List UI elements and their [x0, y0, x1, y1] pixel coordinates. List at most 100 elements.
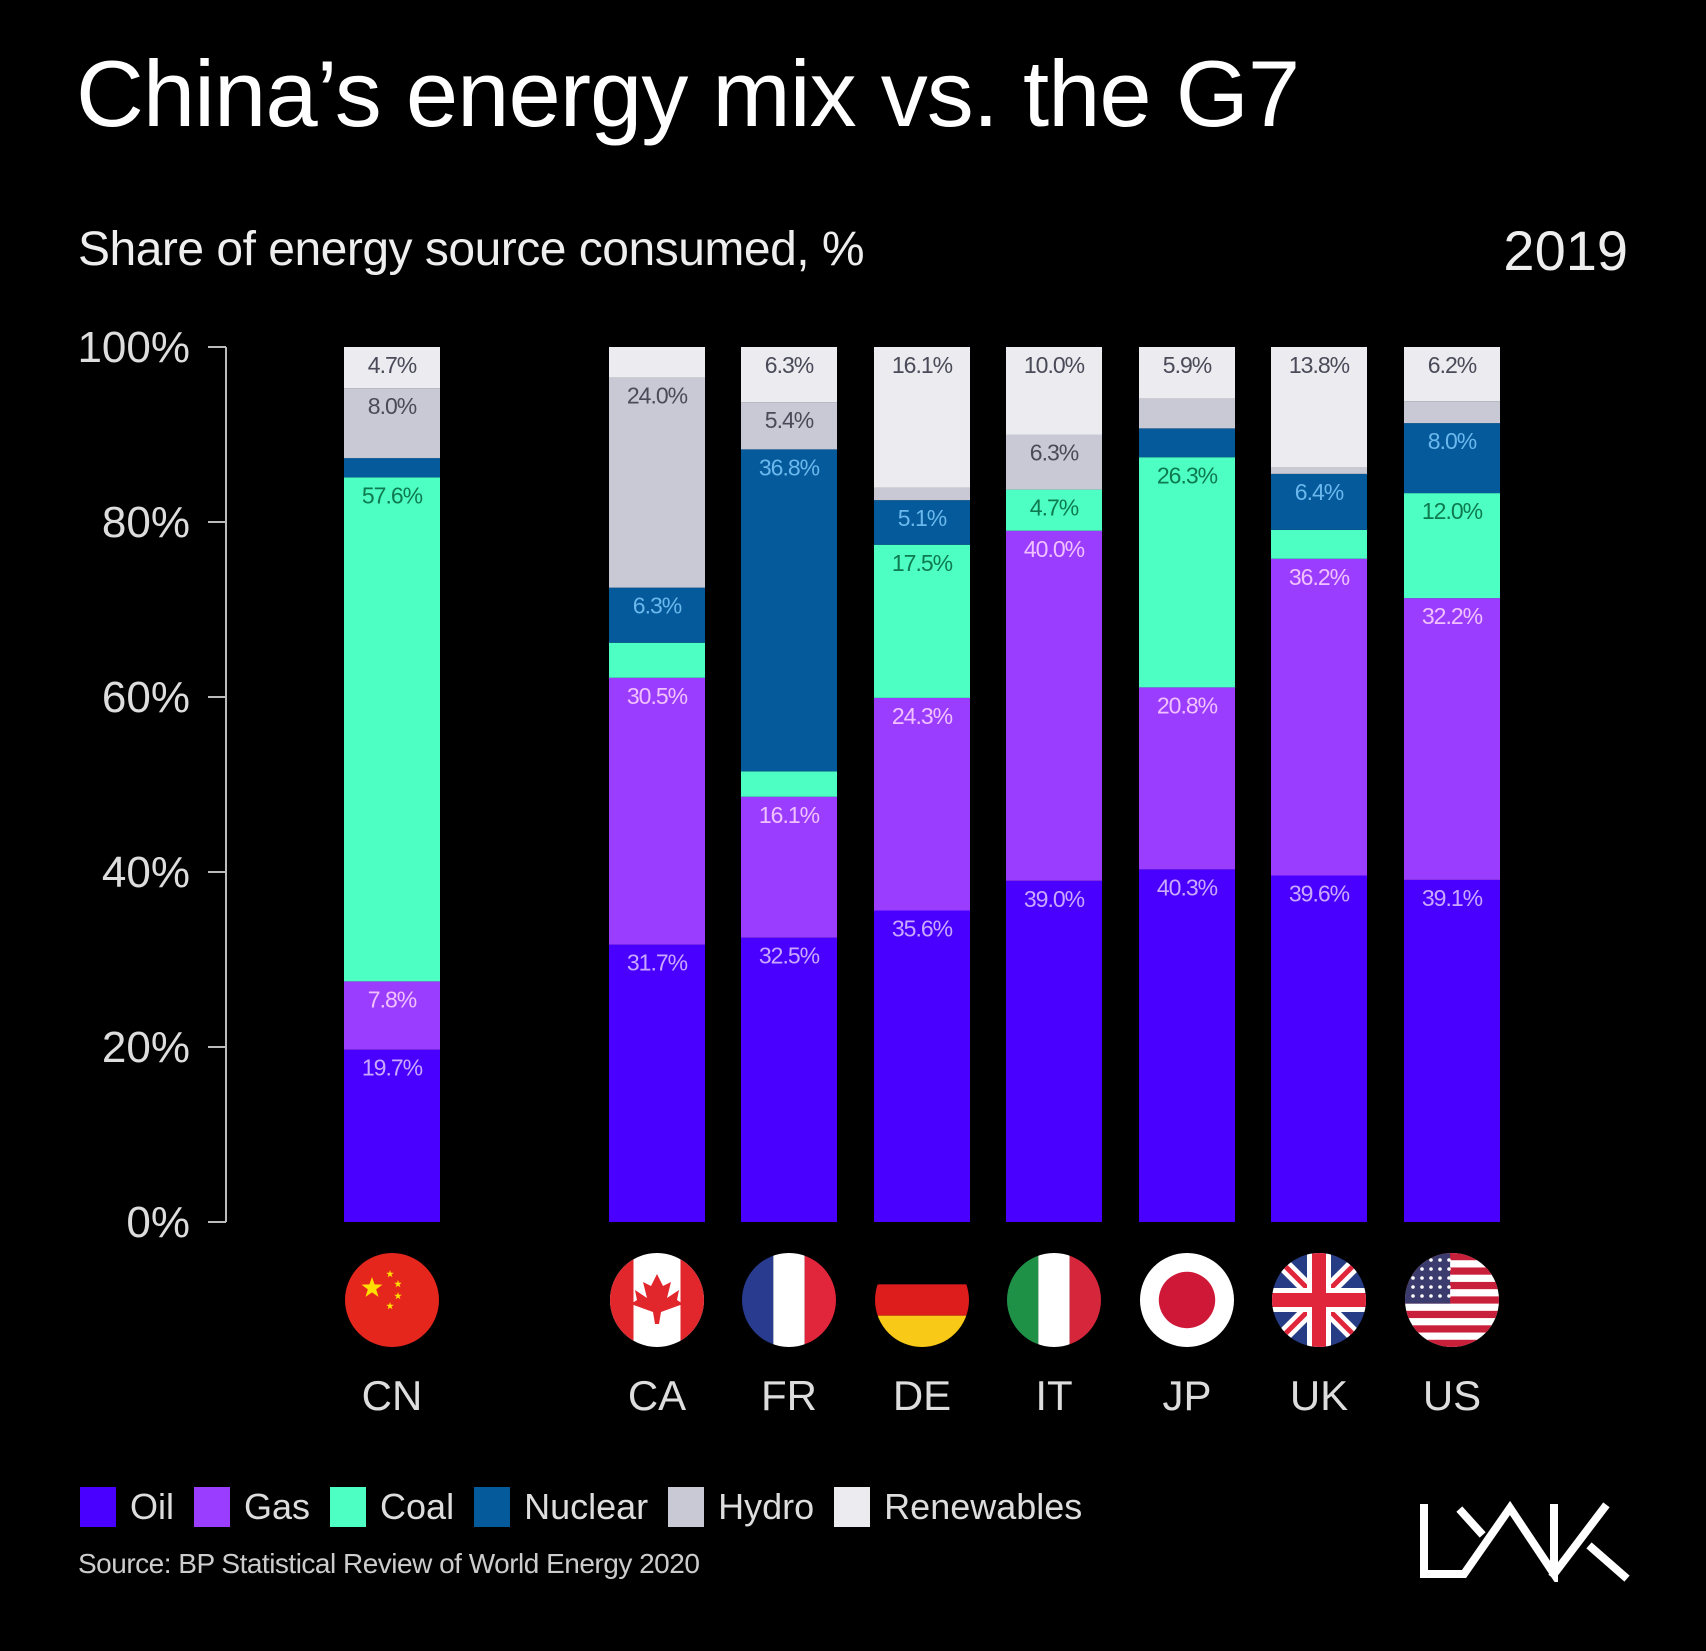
data-label: 13.8%	[1289, 352, 1350, 378]
data-label: 32.2%	[1422, 603, 1483, 629]
chart-title: China’s energy mix vs. the G7	[76, 41, 1300, 146]
legend-label: Coal	[380, 1486, 455, 1527]
y-tick-label: 20%	[102, 1023, 190, 1072]
bar-segment-hydro-fr	[741, 402, 837, 450]
bar-segment-renewables-fr	[741, 347, 837, 403]
bar-segment-hydro-jp	[1139, 398, 1235, 429]
bar-segment-renewables-de	[874, 347, 970, 488]
bar-segment-coal-uk	[1271, 529, 1367, 559]
data-label: 31.7%	[627, 950, 688, 976]
data-label: 7.8%	[368, 986, 417, 1012]
legend: Oil Gas Coal Nuclear Hydro Renewables	[80, 1486, 1102, 1528]
legend-item-gas: Gas	[194, 1486, 310, 1528]
data-label: 6.3%	[633, 593, 682, 619]
data-label: 6.4%	[1295, 479, 1344, 505]
bar-segment-coal-fr	[741, 771, 837, 797]
bar-segment-renewables-us	[1404, 347, 1500, 402]
bar-segment-oil-fr	[741, 937, 837, 1222]
data-label: 4.7%	[368, 352, 417, 378]
x-tick-label: IT	[1035, 1372, 1072, 1419]
bar-segment-nuclear-de	[874, 500, 970, 545]
bar-segment-gas-jp	[1139, 687, 1235, 870]
bar-segment-gas-uk	[1271, 558, 1367, 876]
y-tick-label: 40%	[102, 848, 190, 897]
source-note: Source: BP Statistical Review of World E…	[78, 1548, 700, 1579]
data-label: 36.8%	[759, 454, 820, 480]
bar-segment-gas-de	[874, 697, 970, 911]
bar-segment-renewables-ca	[609, 347, 705, 378]
bar-segment-coal-it	[1006, 489, 1102, 531]
legend-item-nuclear: Nuclear	[474, 1486, 648, 1528]
data-label: 19.7%	[362, 1055, 423, 1081]
data-label: 4.7%	[1030, 495, 1079, 521]
bar-segment-gas-cn	[344, 981, 440, 1050]
legend-label: Hydro	[718, 1486, 815, 1527]
x-tick-label: US	[1423, 1372, 1481, 1419]
data-label: 32.5%	[759, 943, 820, 969]
x-tick-label: FR	[761, 1372, 817, 1419]
bar-segment-hydro-us	[1404, 401, 1500, 424]
legend-label: Renewables	[884, 1486, 1083, 1527]
data-label: 16.1%	[892, 352, 953, 378]
legend-label: Gas	[244, 1486, 311, 1527]
bar-segment-renewables-cn	[344, 347, 440, 389]
uk-flag-icon	[1272, 1253, 1366, 1347]
data-label: 6.3%	[1030, 440, 1079, 466]
japan-flag-icon	[1140, 1253, 1234, 1347]
france-flag-icon	[742, 1253, 836, 1347]
bar-segment-oil-ca	[609, 944, 705, 1222]
data-label: 39.1%	[1422, 885, 1483, 911]
bar-segment-oil-cn	[344, 1049, 440, 1222]
bar-segment-renewables-it	[1006, 347, 1102, 435]
bar-segment-coal-ca	[609, 642, 705, 678]
data-label: 40.0%	[1024, 536, 1085, 562]
legend-label: Oil	[130, 1486, 174, 1527]
y-tick-label: 100%	[77, 323, 190, 372]
bar-segment-hydro-uk	[1271, 467, 1367, 474]
bar-segment-gas-ca	[609, 677, 705, 945]
bar-segment-hydro-cn	[344, 388, 440, 459]
bar-segment-nuclear-fr	[741, 449, 837, 772]
data-label: 39.6%	[1289, 881, 1350, 907]
bar-segment-renewables-jp	[1139, 347, 1235, 399]
data-label: 24.0%	[627, 383, 688, 409]
bar-segment-oil-jp	[1139, 869, 1235, 1222]
bar-segment-nuclear-us	[1404, 423, 1500, 494]
y-tick-label: 80%	[102, 498, 190, 547]
y-tick-label: 0%	[126, 1198, 190, 1247]
legend-swatch-coal	[330, 1487, 367, 1527]
data-label: 26.3%	[1157, 462, 1218, 488]
data-label: 39.0%	[1024, 886, 1085, 912]
bar-segment-nuclear-ca	[609, 587, 705, 643]
legend-item-hydro: Hydro	[668, 1486, 814, 1528]
data-label: 57.6%	[362, 482, 423, 508]
y-tick-label: 60%	[102, 673, 190, 722]
legend-swatch-renewables	[834, 1487, 871, 1527]
x-tick-label: JP	[1162, 1372, 1211, 1419]
legend-swatch-nuclear	[474, 1487, 511, 1527]
data-label: 36.2%	[1289, 564, 1350, 590]
data-label: 16.1%	[759, 802, 820, 828]
data-label: 40.3%	[1157, 874, 1218, 900]
legend-swatch-oil	[80, 1487, 116, 1527]
bar-segment-oil-uk	[1271, 875, 1367, 1222]
italy-flag-icon	[1007, 1253, 1101, 1347]
bar-segment-nuclear-jp	[1139, 428, 1235, 458]
us-flag-icon	[1405, 1253, 1499, 1347]
legend-item-coal: Coal	[330, 1486, 454, 1528]
data-label: 6.2%	[1428, 352, 1477, 378]
x-tick-label: UK	[1290, 1372, 1348, 1419]
bar-segment-nuclear-cn	[344, 458, 440, 478]
data-label: 20.8%	[1157, 692, 1218, 718]
chart-subtitle: Share of energy source consumed, %	[78, 223, 865, 276]
bar-segment-hydro-it	[1006, 434, 1102, 490]
bar-segment-coal-cn	[344, 477, 440, 982]
bar-segment-gas-it	[1006, 530, 1102, 881]
bar-segment-hydro-de	[874, 487, 970, 501]
data-label: 8.0%	[368, 393, 417, 419]
legend-swatch-gas	[194, 1487, 230, 1527]
data-label: 30.5%	[627, 683, 688, 709]
data-label: 10.0%	[1024, 352, 1085, 378]
x-tick-label: DE	[893, 1372, 951, 1419]
data-label: 35.6%	[892, 916, 953, 942]
